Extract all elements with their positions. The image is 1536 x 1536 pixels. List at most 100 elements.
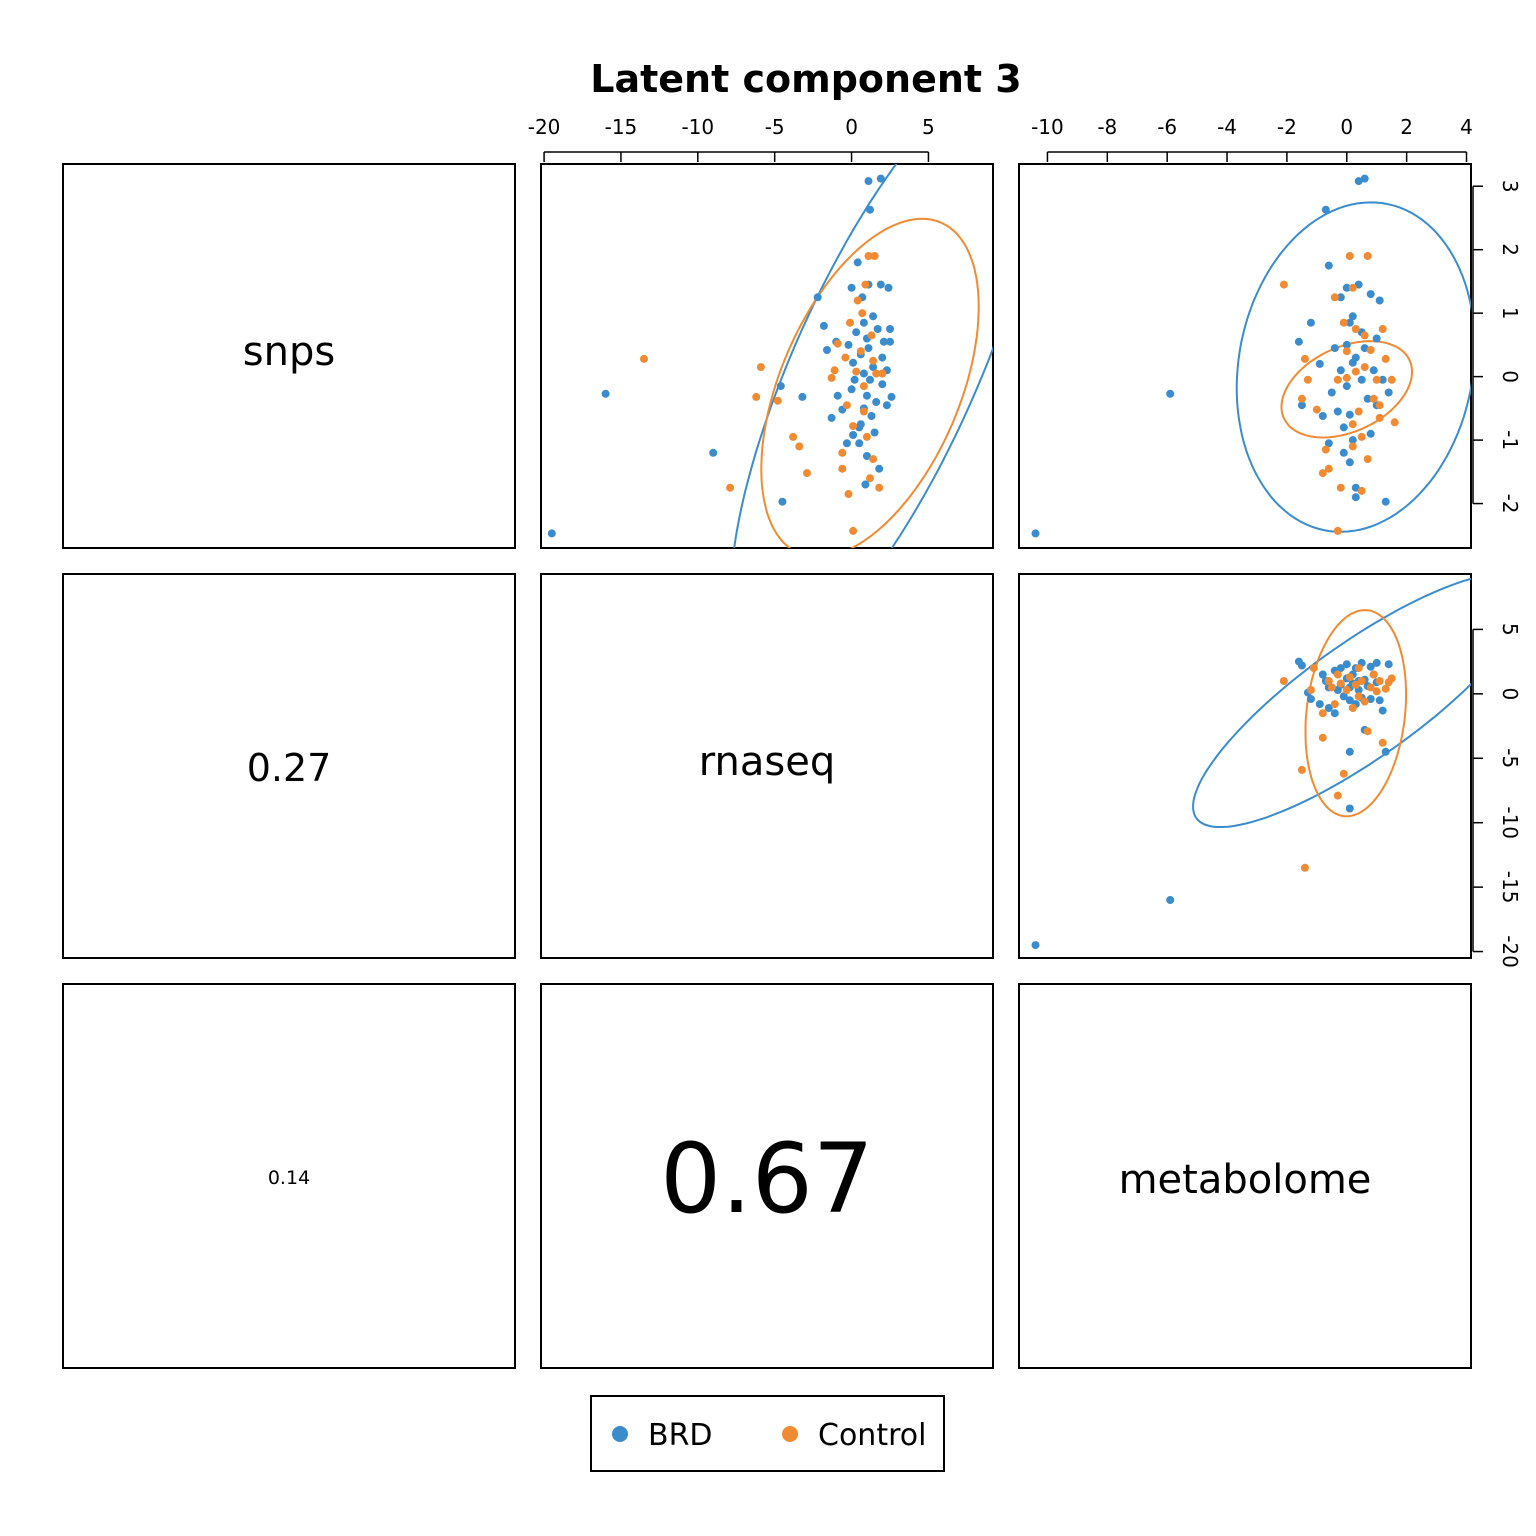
point-brd — [1345, 318, 1354, 327]
point-brd — [878, 353, 887, 362]
point-brd — [847, 283, 856, 292]
point-brd — [876, 174, 885, 183]
point-control — [1351, 680, 1360, 689]
point-brd — [1339, 448, 1348, 457]
point-control — [1279, 280, 1288, 289]
correlation-snps-rnaseq: 0.27 — [247, 746, 332, 790]
point-brd — [1031, 529, 1040, 538]
point-control — [1375, 413, 1384, 422]
ellipse-control — [760, 217, 980, 548]
legend-box — [590, 1395, 945, 1472]
point-control — [866, 474, 874, 483]
point-control — [1363, 455, 1372, 464]
ellipse-brd — [733, 164, 993, 548]
axes-layer: -20 -15 -10 -5 0 5 -10 -8 -6 -4 -2 0 2 4-2-10123-20-1… — [528, 115, 1522, 968]
top-axis-rnaseq-tick-label: -15 — [605, 115, 638, 139]
point-control — [858, 309, 867, 318]
point-control — [827, 373, 836, 382]
point-control — [1339, 318, 1348, 327]
point-control — [1375, 677, 1384, 685]
point-control — [1360, 331, 1369, 340]
point-brd — [1366, 290, 1375, 299]
point-brd — [886, 337, 894, 346]
point-control — [1300, 863, 1309, 872]
point-brd — [853, 258, 862, 267]
point-brd — [1342, 283, 1351, 292]
right-axis-snps-tick-label: 2 — [1498, 243, 1522, 256]
point-control — [1333, 791, 1342, 800]
point-brd — [1378, 706, 1387, 715]
legend-marker-control — [782, 1426, 798, 1442]
point-brd — [1342, 382, 1351, 391]
point-brd — [1345, 458, 1354, 467]
point-control — [1342, 373, 1351, 382]
point-brd — [1315, 359, 1324, 368]
point-control — [841, 353, 850, 362]
point-brd — [869, 363, 878, 372]
variable-label-snps: snps — [243, 329, 335, 375]
panel-frame-r1c1 — [540, 573, 994, 959]
point-control — [1327, 683, 1336, 692]
point-brd — [1384, 660, 1393, 669]
point-control — [833, 339, 842, 348]
right-axis-rnaseq-tick-label: -5 — [1498, 748, 1522, 768]
right-axis-rnaseq-tick-label: 5 — [1498, 623, 1522, 636]
point-control — [1330, 700, 1339, 709]
point-control — [861, 280, 870, 289]
top-axis-metabolome-tick-label: 0 — [1340, 115, 1353, 139]
point-brd — [867, 412, 876, 420]
variable-label-rnaseq: rnaseq — [699, 739, 835, 785]
point-control — [1333, 670, 1342, 679]
point-control — [1336, 679, 1345, 688]
point-brd — [1369, 366, 1378, 375]
marks-layer — [547, 164, 1471, 950]
point-control — [869, 356, 878, 365]
point-brd — [864, 344, 873, 353]
point-brd — [1315, 700, 1324, 709]
point-control — [1342, 347, 1351, 356]
point-control — [803, 469, 811, 478]
point-control — [1357, 432, 1366, 441]
top-axis-rnaseq-tick-label: -5 — [765, 115, 785, 139]
top-axis-rnaseq-tick-label: -10 — [681, 115, 714, 139]
point-brd — [870, 428, 879, 437]
panel-frame-r0c0 — [62, 163, 516, 549]
top-axis-metabolome-tick-label: 4 — [1460, 115, 1473, 139]
correlation-rnaseq-metabolome: 0.67 — [660, 1123, 874, 1235]
point-brd — [1354, 177, 1363, 186]
right-axis-rnaseq-tick-label: -20 — [1498, 935, 1522, 968]
point-control — [1366, 346, 1375, 354]
point-brd — [1336, 664, 1345, 673]
point-control — [878, 369, 887, 378]
legend-marker-brd — [612, 1426, 628, 1442]
point-control — [849, 422, 858, 431]
point-brd — [1166, 389, 1175, 398]
point-brd — [866, 205, 874, 214]
point-brd — [1324, 261, 1333, 270]
point-brd — [862, 391, 871, 400]
point-control — [640, 354, 648, 363]
point-control — [1279, 677, 1288, 685]
point-brd — [887, 392, 896, 401]
point-brd — [1360, 344, 1369, 353]
point-brd — [850, 375, 859, 384]
point-brd — [776, 382, 785, 391]
point-brd — [859, 318, 868, 327]
scatter-panel-rnaseq-vs-metabolome — [1031, 577, 1471, 950]
point-brd — [823, 346, 831, 354]
point-brd — [859, 369, 868, 378]
point-brd — [1348, 312, 1357, 321]
point-control — [789, 432, 798, 441]
point-brd — [1363, 394, 1372, 403]
point-brd — [709, 448, 718, 457]
point-control — [1348, 704, 1357, 712]
panel-frame-r2c1 — [540, 983, 994, 1369]
point-control — [1318, 733, 1327, 742]
point-brd — [1345, 696, 1354, 705]
right-axis-rnaseq-tick-label: -10 — [1498, 806, 1522, 839]
point-brd — [1351, 483, 1360, 492]
point-brd — [1372, 658, 1381, 667]
point-brd — [884, 283, 893, 292]
point-control — [1297, 765, 1306, 774]
point-control — [830, 366, 839, 375]
